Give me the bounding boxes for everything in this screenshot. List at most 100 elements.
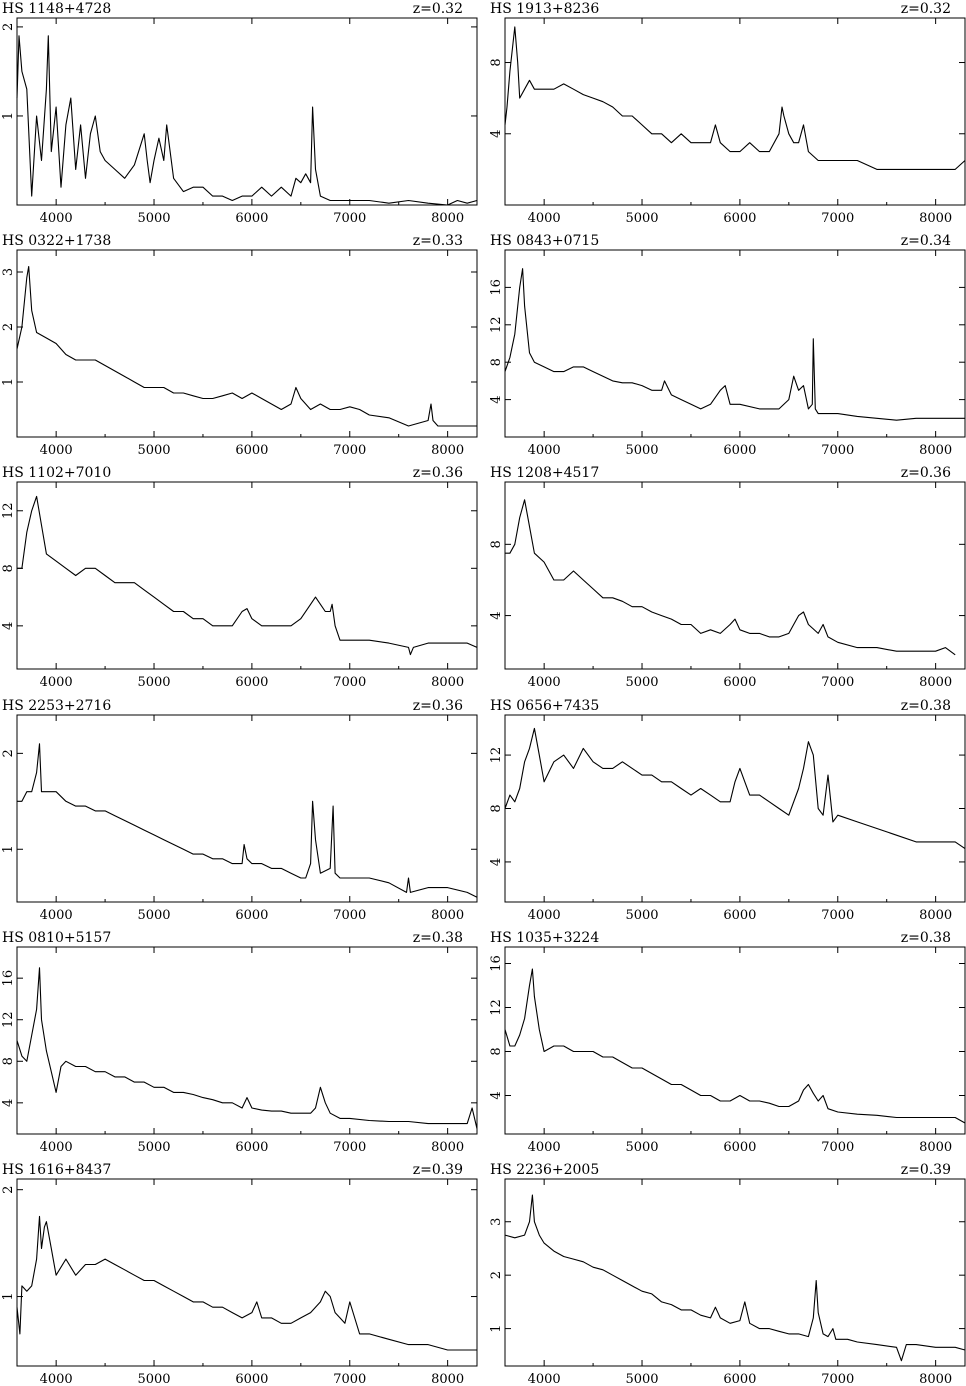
y-tick-label: 8 xyxy=(489,58,504,66)
spectrum-panel: HS 2253+2716 z=0.36 4000 5000 6000 7000 8000 1 2 xyxy=(1,698,478,923)
x-tick-label: 4000 xyxy=(528,675,561,690)
spectrum-panel: HS 1208+4517 z=0.36 4000 5000 6000 7000 8000 4 8 xyxy=(489,465,966,690)
spectrum-line xyxy=(504,1194,966,1362)
spectrum-panel: HS 1616+8437 z=0.39 4000 5000 6000 7000 8000 1 2 xyxy=(1,1162,478,1386)
plot-frame xyxy=(16,17,478,206)
spectrum-panel: HS 0843+0715 z=0.34 4000 5000 6000 7000 8000 4 8… xyxy=(489,233,966,458)
spectrum-panel: HS 1035+3224 z=0.38 4000 5000 6000 7000 8000 4 8… xyxy=(489,930,966,1155)
plot-frame xyxy=(16,249,478,438)
spectrum-line xyxy=(16,265,477,427)
spectrum-line xyxy=(16,1215,477,1351)
x-tick-label: 7000 xyxy=(333,908,366,923)
x-tick-label: 5000 xyxy=(625,211,658,226)
plot-frame xyxy=(504,714,966,903)
y-tick-label: 4 xyxy=(489,611,504,619)
plot-frame xyxy=(504,1178,966,1367)
y-tick-label: 1 xyxy=(489,1324,504,1332)
y-tick-label: 4 xyxy=(489,130,504,138)
redshift-label: z=0.38 xyxy=(901,930,951,946)
plot-frame xyxy=(16,714,478,903)
plot-frame xyxy=(16,946,478,1135)
spectrum-panel: HS 2236+2005 z=0.39 4000 5000 6000 7000 8000 1 2… xyxy=(489,1162,966,1386)
y-tick-label: 12 xyxy=(1,502,16,519)
y-tick-label: 4 xyxy=(489,1091,504,1099)
x-tick-label: 8000 xyxy=(919,443,952,458)
x-tick-label: 4000 xyxy=(528,211,561,226)
x-tick-label: 7000 xyxy=(333,1140,366,1155)
panel-title: HS 2236+2005 xyxy=(490,1162,599,1178)
y-tick-label: 16 xyxy=(1,970,16,987)
x-tick-label: 7000 xyxy=(821,1372,854,1386)
redshift-label: z=0.36 xyxy=(413,465,463,481)
spectrum-panel: HS 1913+8236 z=0.32 4000 5000 6000 7000 8000 4 8 xyxy=(489,1,966,226)
x-tick-label: 6000 xyxy=(235,443,268,458)
x-tick-label: 6000 xyxy=(235,1372,268,1386)
y-tick-label: 12 xyxy=(1,1011,16,1028)
y-tick-label: 1 xyxy=(1,845,16,853)
spectrum-line xyxy=(504,727,966,850)
panel-title: HS 1102+7010 xyxy=(2,465,111,481)
panel-title: HS 1035+3224 xyxy=(490,930,599,946)
x-tick-label: 8000 xyxy=(431,908,464,923)
x-tick-label: 6000 xyxy=(723,675,756,690)
x-tick-label: 4000 xyxy=(40,211,73,226)
x-tick-label: 6000 xyxy=(235,675,268,690)
x-tick-label: 8000 xyxy=(431,1372,464,1386)
spectrum-line xyxy=(17,743,478,898)
redshift-label: z=0.39 xyxy=(901,1162,951,1178)
panel-title: HS 0322+1738 xyxy=(2,233,111,249)
x-tick-label: 5000 xyxy=(137,908,170,923)
y-tick-label: 12 xyxy=(489,747,504,764)
x-tick-label: 5000 xyxy=(137,1140,170,1155)
x-tick-label: 6000 xyxy=(235,211,268,226)
x-tick-label: 8000 xyxy=(431,675,464,690)
y-tick-label: 16 xyxy=(489,279,504,296)
x-tick-label: 4000 xyxy=(40,908,73,923)
y-tick-label: 3 xyxy=(489,1218,504,1226)
y-tick-label: 1 xyxy=(1,112,16,120)
spectrum-panel: HS 0656+7435 z=0.38 4000 5000 6000 7000 8000 4 8… xyxy=(489,698,966,923)
redshift-label: z=0.32 xyxy=(413,1,463,17)
x-tick-label: 5000 xyxy=(625,1372,658,1386)
x-tick-label: 5000 xyxy=(625,443,658,458)
x-tick-label: 8000 xyxy=(431,1140,464,1155)
spectrum-panel: HS 1102+7010 z=0.36 4000 5000 6000 7000 8000 4 8… xyxy=(1,465,478,690)
y-tick-label: 12 xyxy=(489,999,504,1016)
redshift-label: z=0.36 xyxy=(901,465,951,481)
spectrum-line xyxy=(504,26,966,170)
x-tick-label: 8000 xyxy=(919,1140,952,1155)
x-tick-label: 4000 xyxy=(528,1140,561,1155)
panel-title: HS 1616+8437 xyxy=(2,1162,111,1178)
redshift-label: z=0.38 xyxy=(901,698,951,714)
x-tick-label: 5000 xyxy=(625,1140,658,1155)
x-tick-label: 8000 xyxy=(919,1372,952,1386)
panel-title: HS 1208+4517 xyxy=(490,465,599,481)
x-tick-label: 7000 xyxy=(333,443,366,458)
y-tick-label: 4 xyxy=(1,622,16,630)
redshift-label: z=0.32 xyxy=(901,1,951,17)
y-tick-label: 4 xyxy=(489,858,504,866)
spectrum-line xyxy=(16,967,478,1129)
x-tick-label: 7000 xyxy=(821,1140,854,1155)
plot-frame xyxy=(504,249,966,438)
redshift-label: z=0.34 xyxy=(901,233,951,249)
panel-title: HS 0810+5157 xyxy=(2,930,111,946)
x-tick-label: 7000 xyxy=(333,675,366,690)
x-tick-label: 6000 xyxy=(723,443,756,458)
x-tick-label: 8000 xyxy=(919,675,952,690)
spectrum-line xyxy=(16,35,478,206)
spectrum-line xyxy=(504,268,965,421)
x-tick-label: 5000 xyxy=(137,675,170,690)
x-tick-label: 8000 xyxy=(431,443,464,458)
spectrum-line xyxy=(505,499,956,656)
spectrum-panel: HS 0810+5157 z=0.38 4000 5000 6000 7000 8000 4 8… xyxy=(1,930,478,1155)
y-tick-label: 8 xyxy=(1,564,16,572)
panel-title: HS 0843+0715 xyxy=(490,233,599,249)
y-tick-label: 2 xyxy=(1,1186,16,1194)
redshift-label: z=0.33 xyxy=(413,233,463,249)
y-tick-label: 2 xyxy=(1,749,16,757)
x-tick-label: 5000 xyxy=(137,211,170,226)
x-tick-label: 5000 xyxy=(625,675,658,690)
x-tick-label: 7000 xyxy=(821,908,854,923)
x-tick-label: 5000 xyxy=(625,908,658,923)
